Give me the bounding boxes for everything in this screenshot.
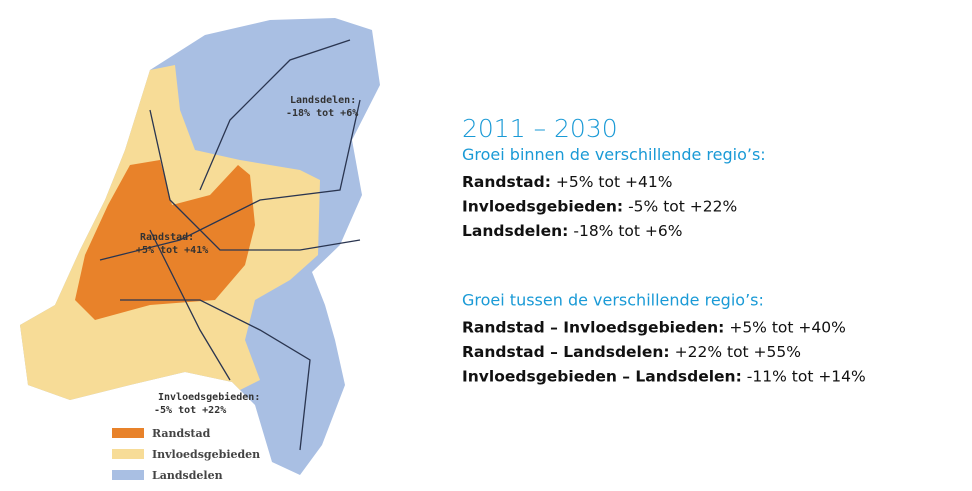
row-range: -11% tot +14%	[747, 368, 866, 386]
legend-label: Landsdelen	[152, 469, 223, 482]
text-panel: 2011 – 2030 Groei binnen de verschillende…	[462, 114, 866, 386]
row-range: +5% tot +41%	[556, 173, 673, 191]
map-label-name: Landsdelen:	[290, 95, 356, 106]
map-label-range: -18% tot +6%	[286, 108, 358, 119]
rail	[149, 229, 231, 381]
map-label-range: +5% tot +41%	[136, 245, 208, 256]
map-label-name: Invloedsgebieden:	[158, 391, 260, 403]
row-range: +22% tot +55%	[675, 343, 801, 361]
legend-label: Invloedsgebieden	[152, 448, 260, 461]
row-range: -18% tot +6%	[573, 222, 682, 240]
map-label-name: Randstad:	[140, 232, 194, 243]
section-heading: Groei tussen de verschillende regio’s:	[462, 291, 764, 310]
rail	[149, 109, 361, 251]
map-label-range: -5% tot +22%	[154, 405, 226, 416]
row-name: Landsdelen:	[462, 222, 568, 240]
period: 2011 – 2030	[462, 114, 618, 143]
row: Invloedsgebieden: -5% tot +22%	[462, 198, 737, 216]
row-name: Randstad – Invloedsgebieden:	[462, 319, 724, 337]
legend-label: Randstad	[152, 427, 211, 440]
row: Randstad – Landsdelen: +22% tot +55%	[462, 343, 801, 361]
rail	[99, 99, 361, 261]
row-range: +5% tot +40%	[729, 319, 846, 337]
row: Randstad: +5% tot +41%	[462, 173, 672, 191]
map: Landsdelen: -18% tot +6% Randstad: +5% tot …	[20, 18, 380, 482]
railways	[99, 39, 361, 451]
rail	[199, 39, 351, 191]
row: Randstad – Invloedsgebieden: +5% tot +40%	[462, 319, 846, 337]
section-heading: Groei binnen de verschillende regio’s:	[462, 145, 766, 164]
legend-swatch	[112, 428, 144, 438]
row: Landsdelen: -18% tot +6%	[462, 222, 682, 240]
row-range: -5% tot +22%	[628, 198, 737, 216]
region-randstad	[75, 160, 255, 320]
row-name: Invloedsgebieden:	[462, 198, 623, 216]
row-name: Invloedsgebieden – Landsdelen:	[462, 368, 742, 386]
row-name: Randstad:	[462, 173, 551, 191]
row: Invloedsgebieden – Landsdelen: -11% tot +…	[462, 368, 866, 386]
rail	[120, 299, 311, 451]
legend-swatch	[112, 449, 144, 459]
legend-swatch	[112, 470, 144, 480]
row-name: Randstad – Landsdelen:	[462, 343, 670, 361]
